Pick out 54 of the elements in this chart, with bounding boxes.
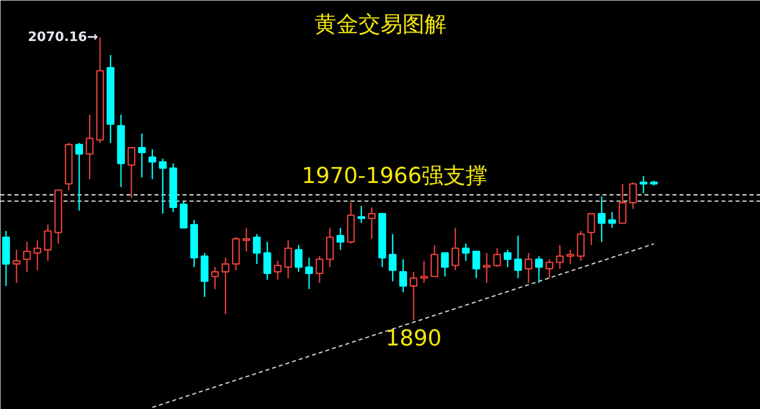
candlestick: [535, 255, 543, 284]
candlestick: [430, 244, 438, 278]
candlestick: [23, 241, 31, 272]
candlestick: [504, 249, 512, 268]
candlestick: [598, 196, 606, 243]
candlestick: [242, 227, 250, 252]
candlestick: [524, 252, 532, 284]
candlestick: [482, 252, 491, 284]
candlestick: [138, 132, 146, 178]
candlestick: [493, 248, 502, 268]
annotation: 2070.16→: [28, 30, 98, 45]
candlestick: [566, 249, 574, 265]
candlestick: [211, 266, 219, 290]
candlestick: [75, 142, 84, 212]
candlestick: [222, 257, 230, 315]
candlestick: [441, 252, 449, 278]
candlestick: [294, 244, 303, 272]
candlestick: [12, 249, 20, 284]
chart-title: 黄金交易图解: [314, 12, 446, 38]
candlestick: [556, 244, 564, 270]
candlestick: [263, 241, 272, 280]
candlestick: [420, 260, 428, 284]
candlestick: [514, 235, 522, 279]
candlestick: [410, 271, 418, 322]
candlestick: [640, 175, 648, 194]
candlestick: [128, 147, 136, 199]
candlestick: [316, 255, 324, 284]
candlestick: [305, 257, 313, 290]
candlestick: [274, 260, 282, 280]
candlestick: [587, 213, 596, 246]
candlestick: [148, 148, 156, 180]
candlestick: [388, 233, 397, 282]
candlestick: [618, 183, 626, 224]
candlestick: [451, 227, 460, 271]
candlestick: [546, 258, 554, 279]
candlestick: [44, 224, 52, 262]
candlestick: [399, 258, 408, 293]
candlestick: [472, 250, 480, 279]
candlestick: [158, 158, 167, 214]
candlestick: [86, 114, 94, 180]
candlestick: [252, 233, 261, 265]
candlestick: [284, 240, 292, 279]
candlestick: [608, 211, 616, 228]
candlestick: [34, 240, 42, 271]
candlestick: [336, 227, 344, 250]
candlestick: [368, 206, 376, 240]
candlestick: [462, 242, 470, 262]
text: 1890: [386, 326, 442, 352]
candlestick: [576, 230, 585, 262]
candlestick: [326, 227, 334, 268]
candlestick: [180, 200, 188, 228]
annotation: 1970-1966强支撑: [302, 164, 488, 189]
candlestick: [629, 182, 637, 210]
candlestick: [357, 205, 366, 224]
